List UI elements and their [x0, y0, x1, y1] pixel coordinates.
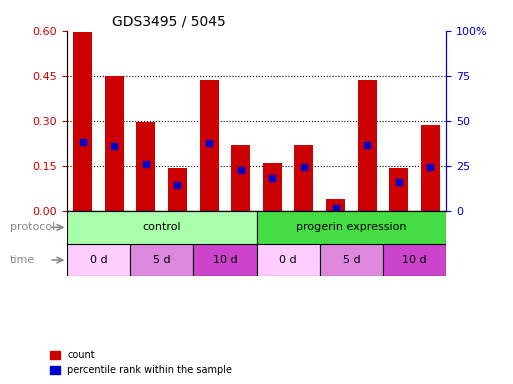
Bar [256, 244, 320, 276]
Bar [294, 145, 313, 211]
Text: GDS3495 / 5045: GDS3495 / 5045 [112, 14, 226, 28]
Bar [168, 168, 187, 211]
Bar [193, 244, 256, 276]
Bar [320, 244, 383, 276]
Bar [389, 168, 408, 211]
Text: control: control [142, 222, 181, 232]
Bar [326, 199, 345, 211]
Text: 10 d: 10 d [402, 255, 427, 265]
Bar [130, 244, 193, 276]
Bar [67, 211, 256, 244]
Bar [105, 76, 124, 211]
Bar [263, 163, 282, 211]
Text: 0 d: 0 d [279, 255, 297, 265]
Text: progerin expression: progerin expression [296, 222, 407, 232]
Text: 5 d: 5 d [343, 255, 360, 265]
Bar [67, 244, 130, 276]
Text: protocol: protocol [10, 222, 55, 232]
Text: 10 d: 10 d [212, 255, 237, 265]
Text: time: time [10, 255, 35, 265]
Bar [358, 80, 377, 211]
Bar [73, 32, 92, 211]
Bar [231, 145, 250, 211]
Bar [200, 80, 219, 211]
Text: 5 d: 5 d [153, 255, 170, 265]
Bar [256, 211, 446, 244]
Text: 0 d: 0 d [89, 255, 107, 265]
Bar [383, 244, 446, 276]
Legend: count, percentile rank within the sample: count, percentile rank within the sample [46, 346, 236, 379]
Bar [136, 122, 155, 211]
Bar [421, 125, 440, 211]
